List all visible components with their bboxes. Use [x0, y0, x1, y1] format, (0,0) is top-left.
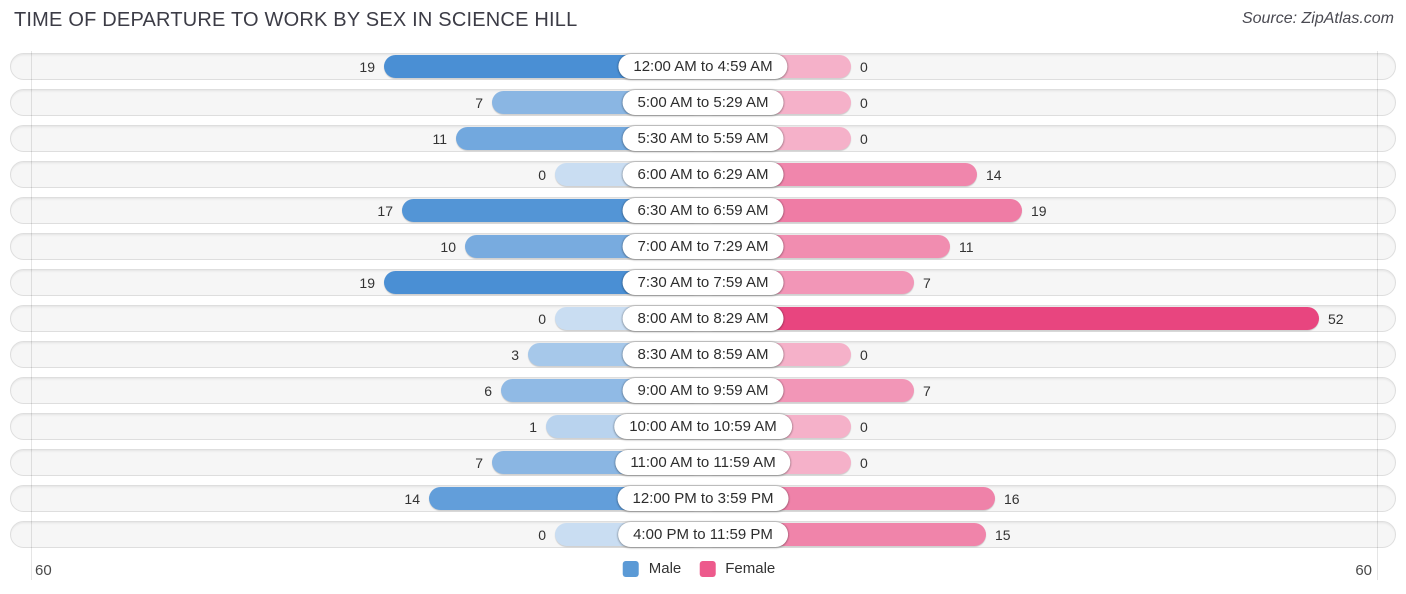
male-value-label: 7	[475, 455, 483, 471]
legend-male-label: Male	[648, 560, 682, 577]
category-label: 8:30 AM to 8:59 AM	[622, 342, 784, 367]
female-bar[interactable]	[703, 307, 1319, 330]
chart-plot-area: 19 12:00 AM to 4:59 AM 0 7 5:00 AM to 5:…	[10, 51, 1396, 580]
category-label: 6:00 AM to 6:29 AM	[622, 162, 784, 187]
chart-row: 0 6:00 AM to 6:29 AM 14	[10, 161, 1396, 188]
axis-left-max-label: 60	[35, 562, 52, 579]
male-value-label: 11	[432, 131, 447, 147]
female-value-label: 0	[860, 59, 868, 75]
axis-right-max-label: 60	[1355, 562, 1372, 579]
chart-row: 10 7:00 AM to 7:29 AM 11	[10, 233, 1396, 260]
chart-row: 19 7:30 AM to 7:59 AM 7	[10, 269, 1396, 296]
category-label: 12:00 PM to 3:59 PM	[617, 486, 789, 511]
chart-header: TIME OF DEPARTURE TO WORK BY SEX IN SCIE…	[0, 0, 1406, 46]
chart-row: 14 12:00 PM to 3:59 PM 16	[10, 485, 1396, 512]
female-value-label: 0	[860, 455, 868, 471]
male-value-label: 0	[538, 311, 546, 327]
female-value-label: 0	[860, 347, 868, 363]
category-label: 7:00 AM to 7:29 AM	[622, 234, 784, 259]
female-value-label: 52	[1328, 311, 1344, 327]
female-value-label: 7	[923, 383, 931, 399]
male-value-label: 14	[404, 491, 420, 507]
source-label: Source: ZipAtlas.com	[1241, 10, 1394, 27]
male-value-label: 19	[359, 275, 375, 291]
female-value-label: 16	[1004, 491, 1020, 507]
category-label: 6:30 AM to 6:59 AM	[622, 198, 784, 223]
chart-title: TIME OF DEPARTURE TO WORK BY SEX IN SCIE…	[14, 9, 578, 31]
male-value-label: 17	[377, 203, 393, 219]
category-label: 5:30 AM to 5:59 AM	[622, 126, 784, 151]
chart-row: 17 6:30 AM to 6:59 AM 19	[10, 197, 1396, 224]
legend: Male Female	[622, 560, 784, 577]
chart-row: 3 8:30 AM to 8:59 AM 0	[10, 341, 1396, 368]
male-value-label: 0	[538, 167, 546, 183]
male-value-label: 0	[538, 527, 546, 543]
male-value-label: 7	[475, 95, 483, 111]
male-value-label: 6	[484, 383, 492, 399]
chart-row: 0 8:00 AM to 8:29 AM 52	[10, 305, 1396, 332]
category-label: 7:30 AM to 7:59 AM	[622, 270, 784, 295]
female-value-label: 14	[986, 167, 1002, 183]
legend-female-label: Female	[725, 560, 776, 577]
chart-row: 6 9:00 AM to 9:59 AM 7	[10, 377, 1396, 404]
chart-footer: 60 Male Female 60	[10, 557, 1396, 591]
chart-row: 7 11:00 AM to 11:59 AM 0	[10, 449, 1396, 476]
female-value-label: 0	[860, 131, 868, 147]
chart-row: 11 5:30 AM to 5:59 AM 0	[10, 125, 1396, 152]
chart-row: 0 4:00 PM to 11:59 PM 15	[10, 521, 1396, 548]
category-label: 5:00 AM to 5:29 AM	[622, 90, 784, 115]
category-label: 4:00 PM to 11:59 PM	[618, 522, 788, 547]
legend-female-swatch	[699, 560, 716, 577]
category-label: 9:00 AM to 9:59 AM	[622, 378, 784, 403]
legend-male-swatch	[622, 560, 639, 577]
female-value-label: 11	[959, 239, 974, 255]
chart-row: 19 12:00 AM to 4:59 AM 0	[10, 53, 1396, 80]
category-label: 11:00 AM to 11:59 AM	[615, 450, 791, 475]
female-bar[interactable]	[703, 199, 1022, 222]
category-label: 8:00 AM to 8:29 AM	[622, 306, 784, 331]
male-value-label: 19	[359, 59, 375, 75]
female-value-label: 19	[1031, 203, 1047, 219]
male-value-label: 1	[529, 419, 537, 435]
male-value-label: 10	[440, 239, 456, 255]
female-value-label: 0	[860, 95, 868, 111]
category-label: 12:00 AM to 4:59 AM	[618, 54, 788, 79]
category-label: 10:00 AM to 10:59 AM	[614, 414, 792, 439]
female-value-label: 7	[923, 275, 931, 291]
chart-row: 7 5:00 AM to 5:29 AM 0	[10, 89, 1396, 116]
male-value-label: 3	[511, 347, 519, 363]
female-value-label: 0	[860, 419, 868, 435]
female-value-label: 15	[995, 527, 1011, 543]
chart-row: 1 10:00 AM to 10:59 AM 0	[10, 413, 1396, 440]
